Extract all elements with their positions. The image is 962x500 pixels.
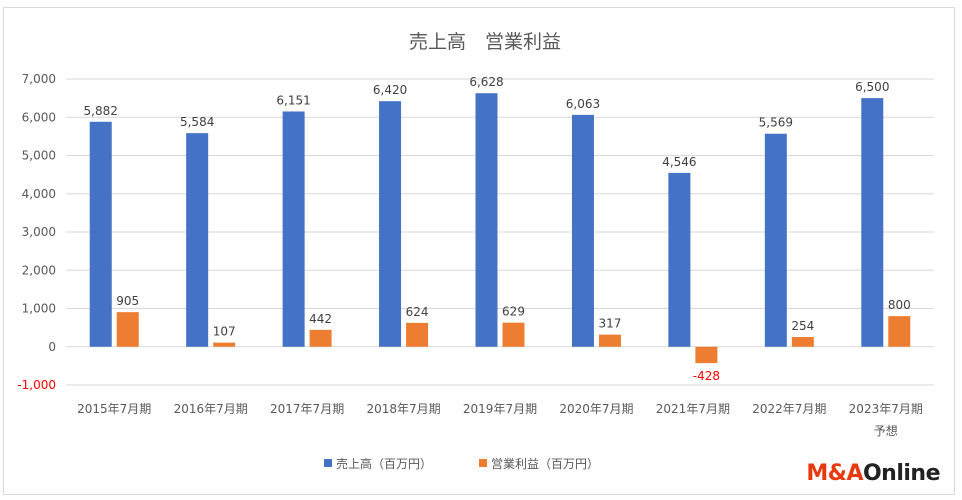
sales-bar	[186, 133, 209, 347]
operating-profit-bar	[502, 322, 525, 347]
data-label: 905	[116, 294, 139, 308]
data-label: 4,546	[662, 155, 696, 169]
y-tick-label: 7,000	[22, 72, 56, 86]
sales-bar	[89, 121, 112, 347]
sales-bar	[475, 93, 498, 347]
x-tick-label: 2019年7月期	[463, 402, 537, 416]
operating-profit-bar	[791, 337, 814, 347]
operating-profit-bar	[309, 329, 332, 347]
data-label: 6,151	[276, 93, 310, 107]
data-label: 6,628	[469, 75, 503, 89]
chart-frame: 売上高 営業利益 -1,000 0 1,000 2,000 3,000 4,000 5,000…	[3, 7, 955, 495]
y-tick-label: 2,000	[22, 263, 56, 277]
data-label: 442	[309, 312, 332, 326]
x-tick-label: 2016年7月期	[174, 402, 248, 416]
data-label: 6,063	[566, 97, 600, 111]
sales-bar	[571, 114, 594, 347]
legend-swatch	[479, 459, 487, 467]
x-tick-label: 2015年7月期	[77, 402, 151, 416]
x-tick-label: 2017年7月期	[270, 402, 344, 416]
data-label: 5,882	[84, 104, 118, 118]
data-label: 6,500	[855, 80, 889, 94]
data-label: 800	[888, 298, 911, 312]
data-label: 254	[791, 319, 814, 333]
sales-bar	[379, 101, 402, 347]
logo-part2: Online	[862, 461, 941, 486]
x-tick-label: 2023年7月期	[849, 402, 923, 416]
y-tick-label: -1,000	[17, 378, 56, 392]
x-tick-label: 予想	[874, 423, 898, 438]
operating-profit-bar	[598, 334, 621, 347]
y-tick-label: 0	[48, 340, 56, 354]
sales-bar	[668, 172, 691, 347]
x-tick-label: 2018年7月期	[366, 402, 440, 416]
data-label: 5,584	[180, 115, 214, 129]
y-tick-label: 6,000	[22, 110, 56, 124]
data-label: 629	[502, 305, 525, 319]
y-tick-label: 4,000	[22, 187, 56, 201]
x-tick-label: 2020年7月期	[559, 402, 633, 416]
legend-swatch	[324, 459, 332, 467]
operating-profit-bar	[888, 316, 911, 347]
chart-title: 売上高 営業利益	[409, 31, 561, 53]
operating-profit-bar	[406, 322, 429, 347]
data-label: -428	[693, 369, 720, 383]
y-tick-label: 5,000	[22, 149, 56, 163]
data-label: 6,420	[373, 83, 407, 97]
ma-online-logo: M&AOnline	[806, 461, 940, 486]
legend-label: 営業利益（百万円）	[491, 457, 599, 471]
operating-profit-bar	[213, 342, 236, 347]
sales-bar	[861, 98, 884, 347]
data-label: 5,569	[759, 116, 793, 130]
bar-chart: 売上高 営業利益 -1,000 0 1,000 2,000 3,000 4,000 5,000…	[17, 31, 934, 471]
x-tick-label: 2022年7月期	[752, 402, 826, 416]
data-label: 624	[406, 305, 429, 319]
sales-bar	[282, 111, 305, 347]
operating-profit-bar	[695, 346, 718, 364]
data-label: 107	[213, 325, 236, 339]
x-tick-label: 2021年7月期	[656, 402, 730, 416]
logo-part1: M&A	[806, 461, 863, 486]
legend-label: 売上高（百万円）	[336, 456, 432, 471]
y-tick-label: 1,000	[22, 302, 56, 316]
sales-bar	[764, 133, 787, 347]
operating-profit-bar	[116, 312, 139, 347]
y-tick-label: 3,000	[22, 225, 56, 239]
data-label: 317	[598, 317, 621, 331]
